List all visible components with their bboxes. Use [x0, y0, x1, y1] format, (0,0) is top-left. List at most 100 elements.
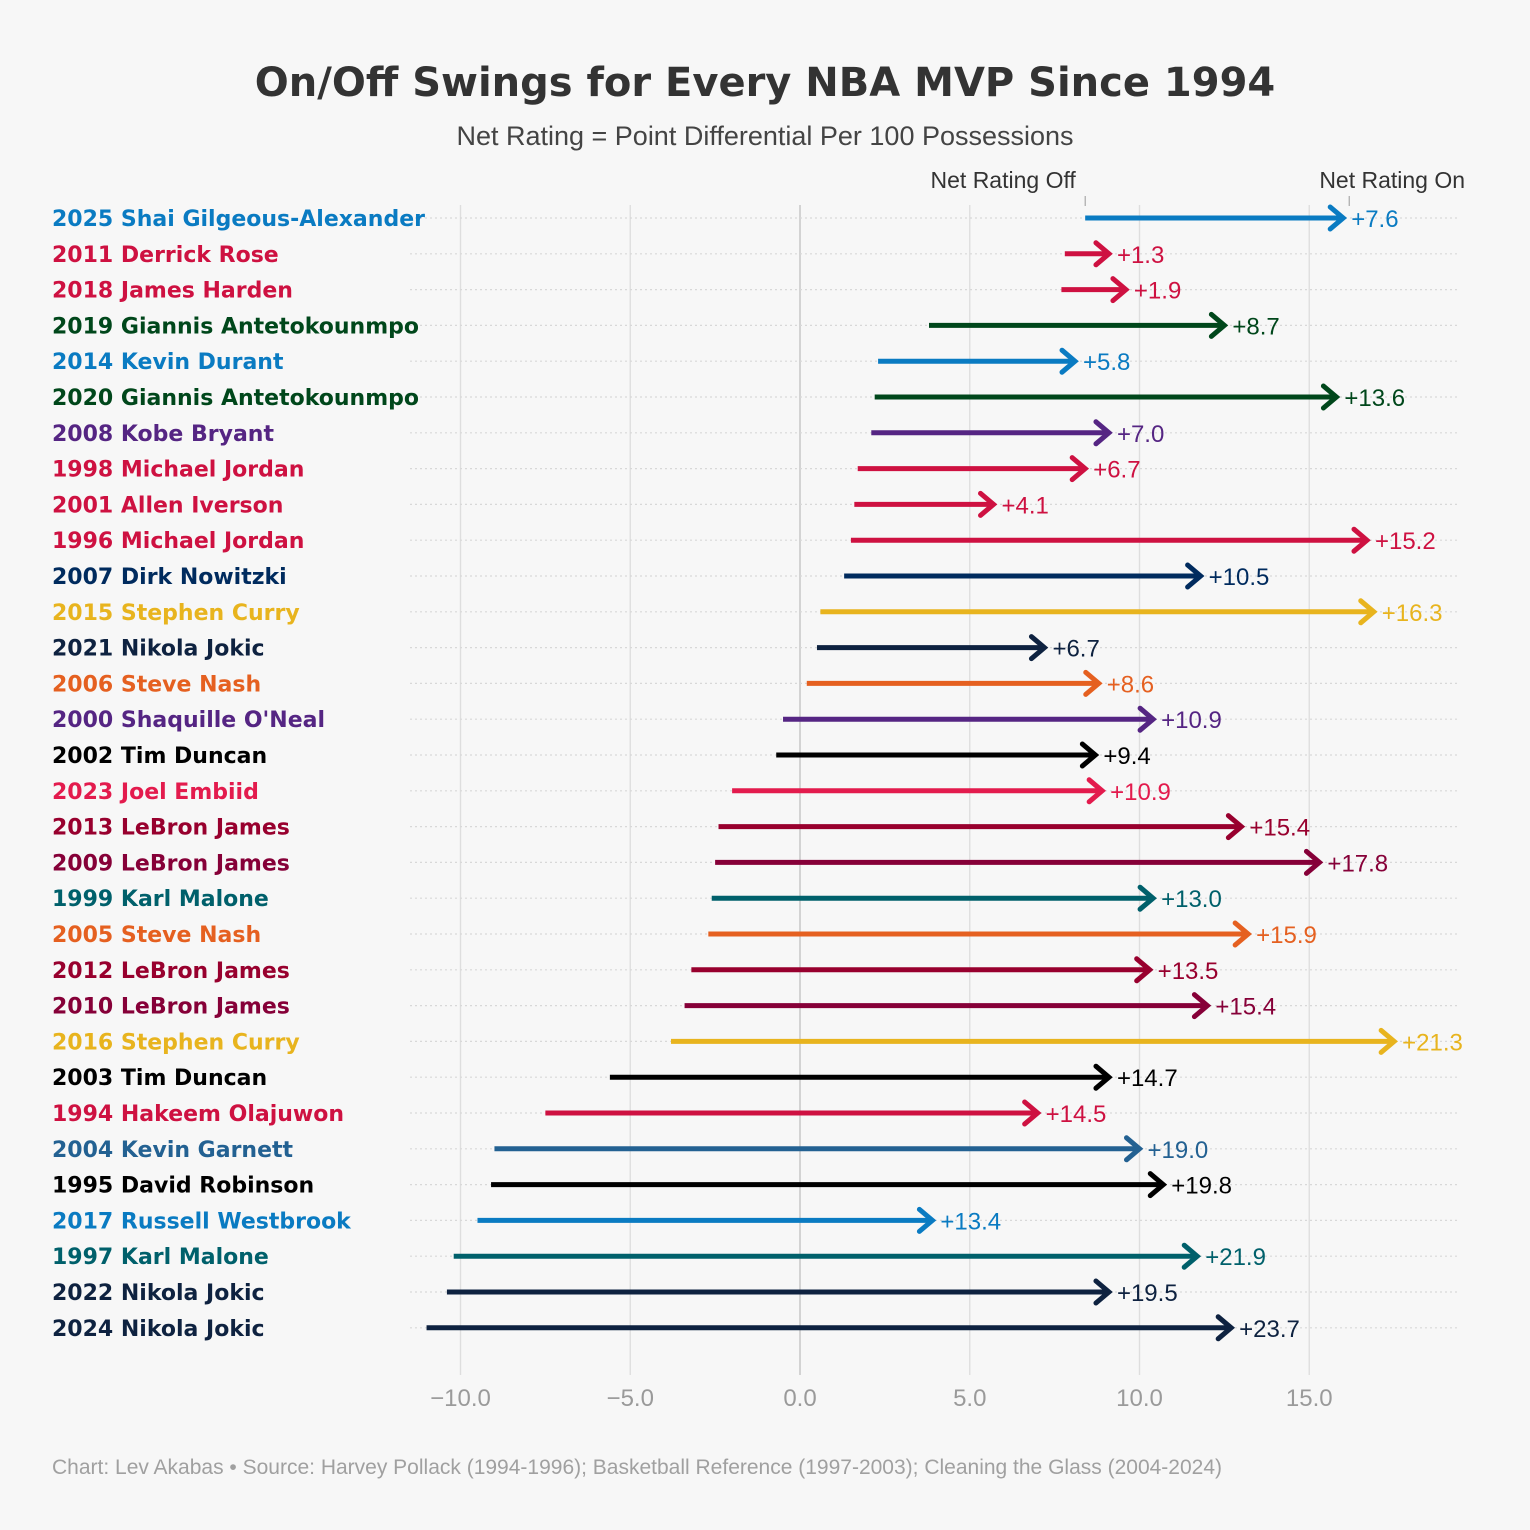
arrow-mark: [854, 490, 998, 518]
arrow-head: [1093, 1063, 1113, 1091]
player-label: 2008 Kobe Bryant: [52, 422, 274, 447]
x-tick-label: 5.0: [953, 1385, 986, 1412]
swing-value: +23.7: [1239, 1316, 1300, 1343]
swing-value: +17.8: [1327, 850, 1388, 877]
swing-value: +6.7: [1052, 636, 1099, 663]
arrow-head: [1137, 705, 1157, 733]
swing-value: +21.3: [1402, 1029, 1463, 1056]
arrow-head: [1351, 526, 1371, 554]
player-label: 2007 Dirk Nowitzki: [52, 565, 287, 590]
swing-value: +16.3: [1382, 600, 1443, 627]
arrow-head: [1147, 1171, 1168, 1199]
arrow-mark: [850, 526, 1371, 554]
legend-off-label: Net Rating Off: [931, 167, 1077, 193]
arrow-mark: [545, 1099, 1042, 1127]
legend-on-label: Net Rating On: [1319, 167, 1465, 193]
arrow-mark: [670, 1027, 1398, 1055]
swing-value: +10.9: [1110, 779, 1171, 806]
arrow-mark: [691, 956, 1154, 984]
arrow-head: [1083, 669, 1103, 697]
swing-value: +7.0: [1117, 421, 1164, 448]
arrow-head: [1303, 848, 1324, 876]
arrow-mark: [857, 455, 1090, 483]
player-label: 2024 Nikola Jokic: [52, 1317, 265, 1342]
arrow-head: [1137, 884, 1157, 912]
arrow-mark: [715, 848, 1324, 876]
chart-caption: Chart: Lev Akabas • Source: Harvey Polla…: [52, 1456, 1222, 1479]
swing-value: +13.6: [1344, 385, 1405, 412]
player-label: 2020 Giannis Antetokounmpo: [52, 386, 419, 411]
player-label: 2016 Stephen Curry: [52, 1030, 300, 1055]
arrow-mark: [708, 920, 1253, 948]
arrow-mark: [874, 383, 1341, 411]
player-label: 2022 Nikola Jokic: [52, 1281, 265, 1306]
arrow-mark: [446, 1278, 1113, 1306]
player-label: 2003 Tim Duncan: [52, 1066, 267, 1091]
arrow-head: [1225, 813, 1246, 841]
swing-value: +21.9: [1205, 1244, 1266, 1271]
row-guides: [410, 217, 1458, 1329]
arrow-head: [1185, 562, 1205, 590]
player-labels: 2025 Shai Gilgeous-Alexander 2011 Derrick…: [52, 207, 425, 1342]
player-label: 2013 LeBron James: [52, 816, 290, 841]
player-label: 2005 Steve Nash: [52, 923, 261, 948]
arrow-head: [1086, 777, 1107, 805]
swing-value: +4.1: [1002, 492, 1049, 519]
player-label: 2002 Tim Duncan: [52, 744, 267, 769]
swing-value: +13.5: [1158, 958, 1219, 985]
arrow-head: [1110, 276, 1130, 304]
player-label: 2019 Giannis Antetokounmpo: [52, 314, 419, 339]
arrow-head: [1124, 1135, 1144, 1163]
swing-value: +8.6: [1107, 671, 1154, 698]
arrow-head: [1320, 383, 1341, 411]
player-label: 2021 Nikola Jokic: [52, 637, 265, 662]
arrow-mark: [1061, 276, 1130, 304]
x-tick-label: 10.0: [1116, 1385, 1163, 1412]
arrow-mark: [806, 669, 1103, 697]
swing-value: +15.9: [1256, 922, 1317, 949]
x-tick-label: −5.0: [607, 1385, 654, 1412]
swing-value: +15.4: [1215, 994, 1276, 1021]
arrow-mark: [494, 1135, 1144, 1163]
swing-value: +10.9: [1161, 707, 1222, 734]
arrow-mark: [871, 419, 1113, 447]
x-axis-ticks: −10.0 −5.0 0.0 5.0 10.0 15.0: [430, 1385, 1332, 1412]
player-label: 1994 Hakeem Olajuwon: [52, 1102, 344, 1127]
arrow-mark: [609, 1063, 1113, 1091]
arrow-head: [1191, 992, 1212, 1020]
arrow-mark: [816, 634, 1049, 662]
swing-value: +14.7: [1117, 1065, 1178, 1092]
arrow-mark: [844, 562, 1205, 590]
swing-value: +7.6: [1351, 206, 1398, 233]
swing-value: +19.5: [1117, 1280, 1178, 1307]
swing-value: +13.0: [1161, 886, 1222, 913]
arrow-head: [1093, 240, 1113, 268]
arrow-head: [978, 490, 998, 518]
player-label: 1998 Michael Jordan: [52, 458, 304, 483]
arrow-mark: [783, 705, 1157, 733]
player-label: 2015 Stephen Curry: [52, 601, 300, 626]
arrow-head: [1215, 1314, 1236, 1342]
player-label: 2023 Joel Embiid: [52, 780, 259, 805]
swing-labels: +7.6 +1.3 +1.9 +8.7 +5.8 +13.6 +7.0 +6.7 +4.1 +15…: [940, 206, 1462, 1343]
arrow-mark: [491, 1171, 1168, 1199]
arrow-mark: [732, 777, 1107, 805]
arrow-head: [1059, 347, 1079, 375]
arrow-mark: [878, 347, 1079, 375]
chart-title: On/Off Swings for Every NBA MVP Since 19…: [255, 60, 1275, 106]
arrow-mark: [929, 311, 1229, 339]
swing-value: +19.0: [1148, 1137, 1209, 1164]
player-label: 2004 Kevin Garnett: [52, 1138, 294, 1163]
player-label: 2025 Shai Gilgeous-Alexander: [52, 207, 425, 232]
arrow-mark: [711, 884, 1157, 912]
arrow-mark: [477, 1206, 937, 1234]
arrow-head: [916, 1206, 937, 1234]
player-label: 2014 Kevin Durant: [52, 350, 284, 375]
arrow-head: [1069, 455, 1090, 483]
swing-value: +1.3: [1117, 242, 1164, 269]
arrow-mark: [1085, 204, 1348, 232]
swing-value: +15.2: [1375, 528, 1436, 555]
player-label: 2017 Russell Westbrook: [52, 1209, 352, 1234]
arrow-mark: [453, 1242, 1202, 1270]
